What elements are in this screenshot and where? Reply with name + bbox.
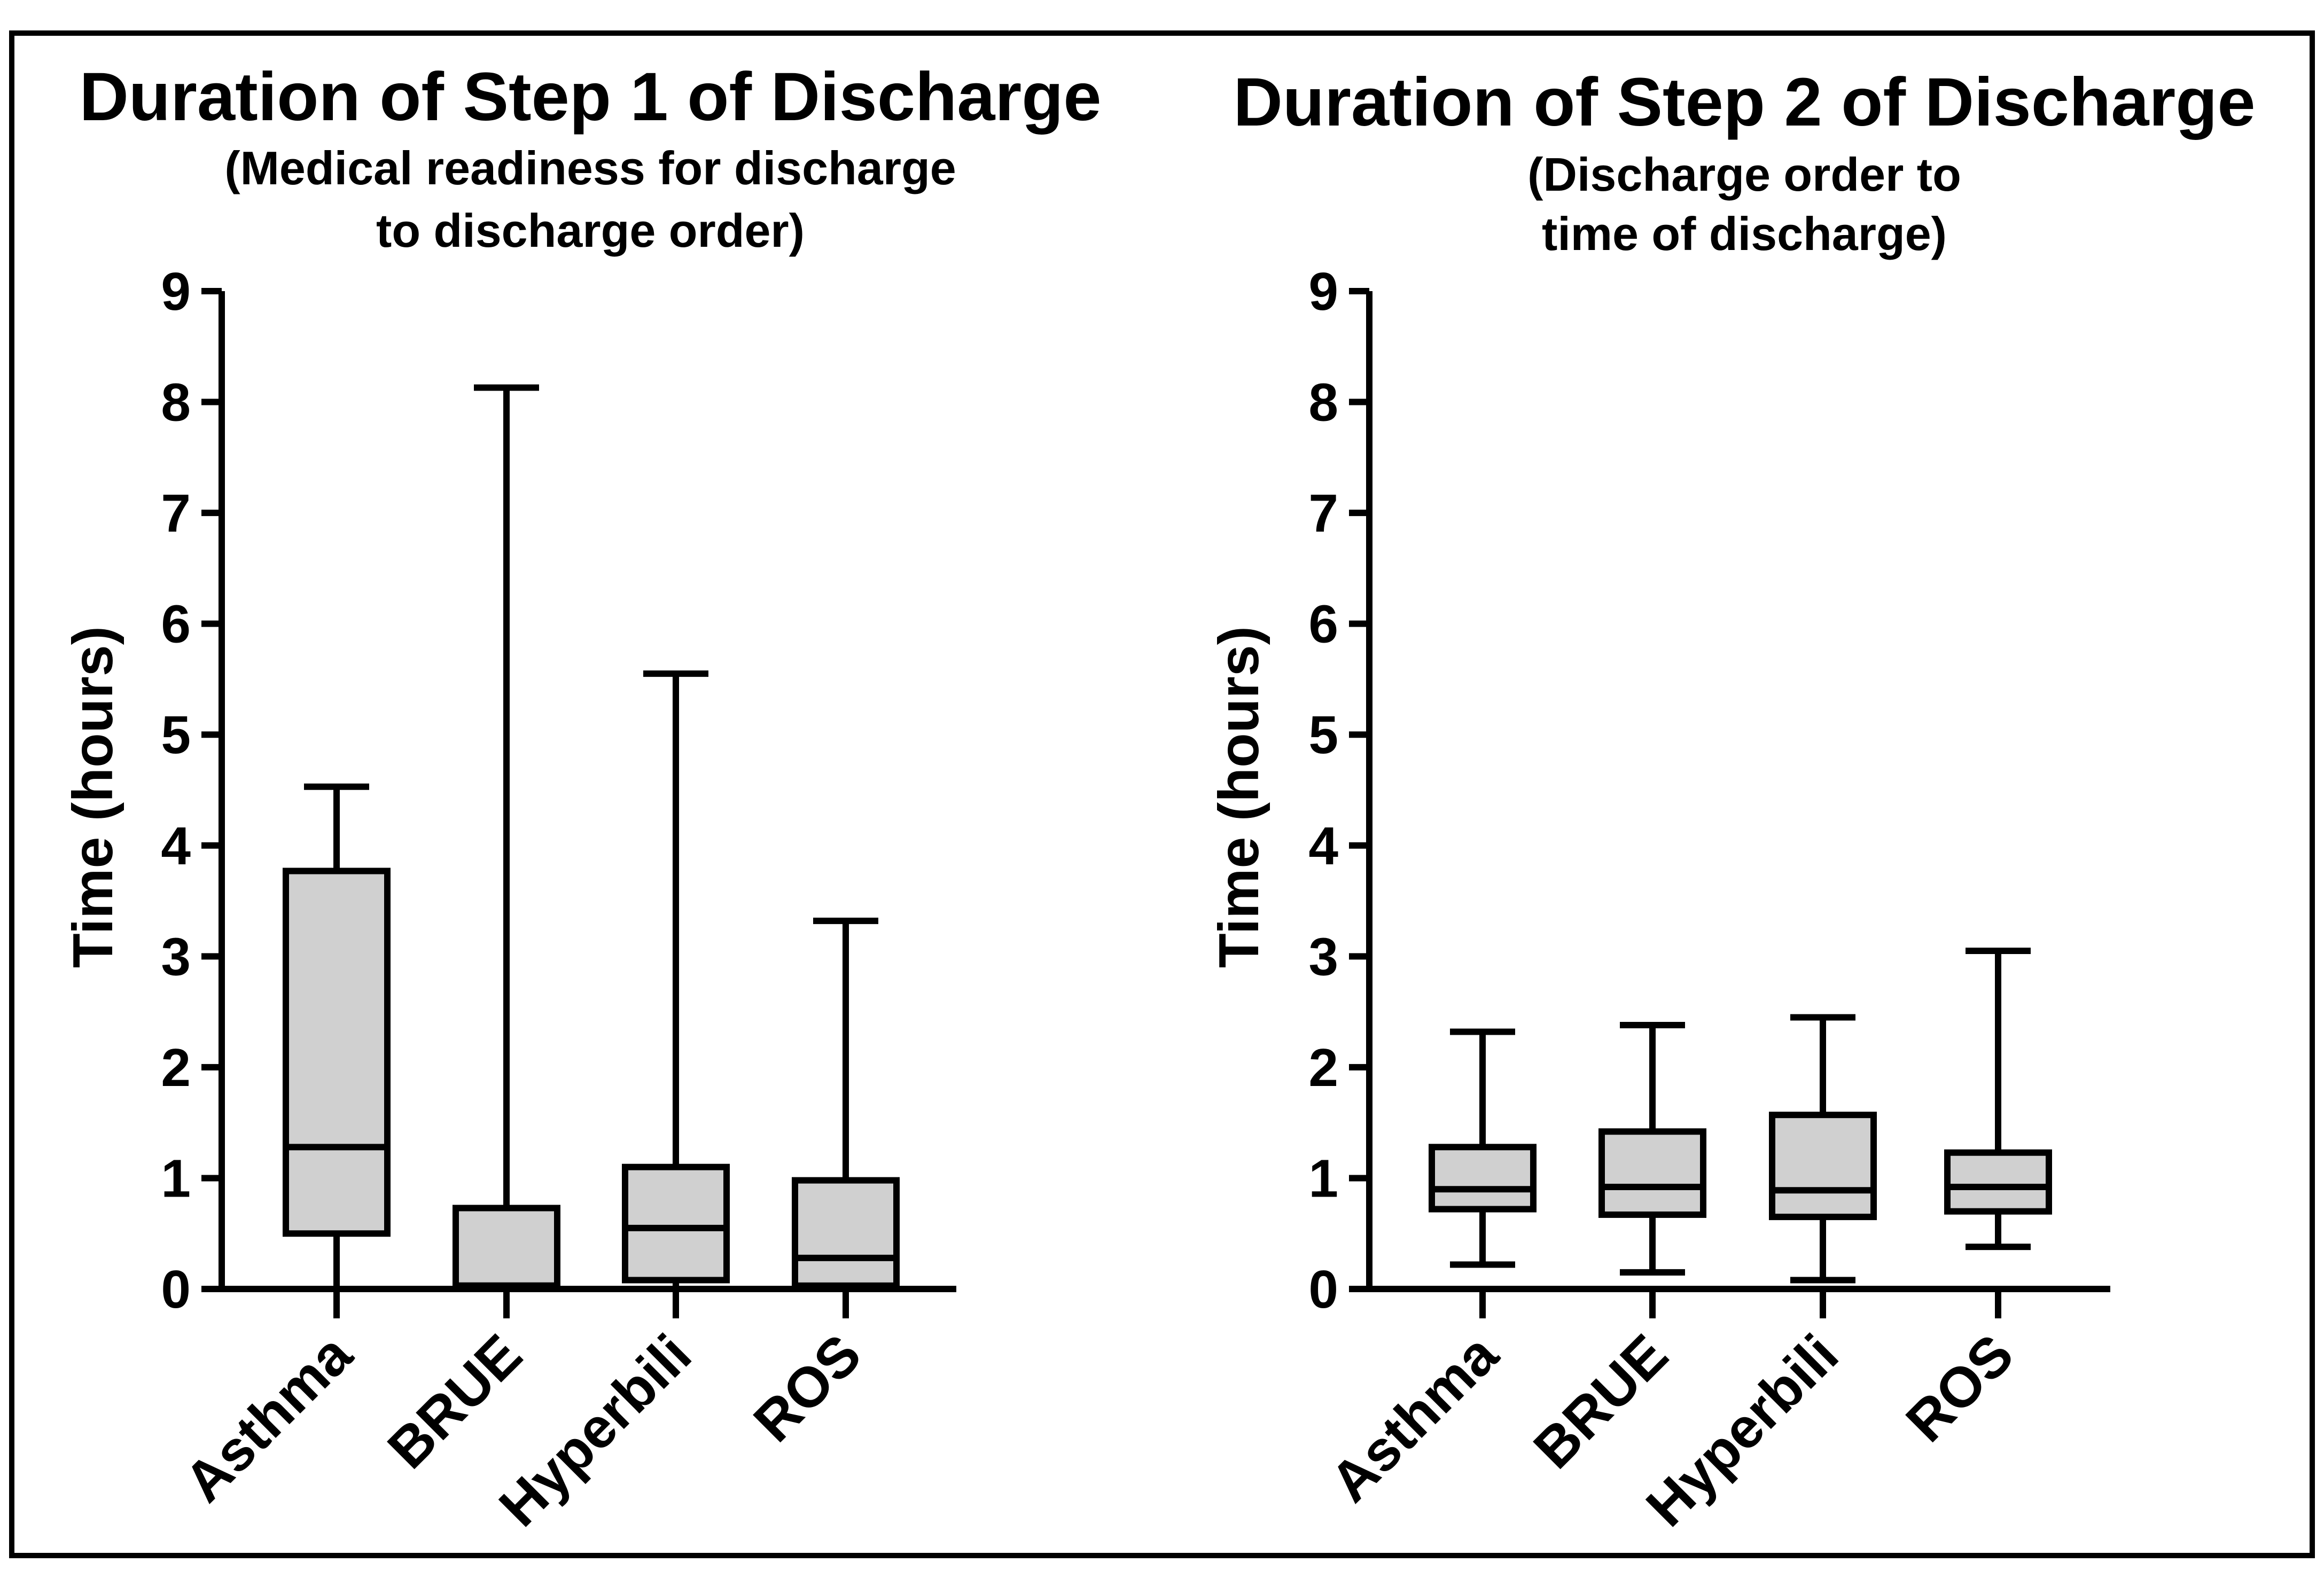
y-tick-label: 8 [1308, 373, 1338, 433]
box-hyperbili [622, 670, 730, 1289]
chart-subtitle-line-2: time of discharge) [1542, 207, 1947, 260]
y-tick-label: 3 [161, 927, 191, 987]
y-tick-label: 6 [1308, 595, 1338, 654]
y-tick-label: 7 [161, 483, 191, 543]
y-tick-label: 1 [1308, 1148, 1338, 1208]
iqr-box [1944, 1149, 2052, 1215]
chart-title: Duration of Step 1 of Discharge [79, 59, 1101, 135]
y-tick-label: 8 [161, 373, 191, 433]
y-axis-label: Time (hours) [61, 626, 124, 968]
iqr-box [283, 868, 391, 1237]
y-tick-label: 4 [161, 816, 191, 876]
y-tick-label: 5 [161, 705, 191, 765]
y-tick-label: 0 [1308, 1260, 1338, 1319]
y-tick-label: 2 [161, 1038, 191, 1098]
box-asthma [1429, 1028, 1537, 1268]
iqr-box [622, 1163, 730, 1284]
box-ros [1944, 947, 2052, 1251]
y-tick-label: 3 [1308, 927, 1338, 987]
iqr-box [453, 1205, 560, 1289]
box-asthma [283, 783, 391, 1289]
chart-subtitle-line-1: (Medical readiness for discharge [224, 142, 956, 194]
box-ros [792, 917, 900, 1289]
y-tick-label: 2 [1308, 1038, 1338, 1098]
chart-subtitle-line-1: (Discharge order to [1527, 148, 1961, 201]
box-hyperbili [1769, 1014, 1877, 1284]
figure-frame [9, 30, 2315, 1558]
y-tick-label: 7 [1308, 483, 1338, 543]
y-tick-label: 5 [1308, 705, 1338, 765]
y-axis-label: Time (hours) [1207, 626, 1270, 968]
y-tick-label: 9 [161, 262, 191, 322]
y-tick-label: 9 [1308, 262, 1338, 322]
y-tick-label: 6 [161, 595, 191, 654]
chart-subtitle-line-2: to discharge order) [376, 204, 805, 257]
y-tick-label: 0 [161, 1260, 191, 1319]
iqr-box [1769, 1112, 1877, 1221]
y-tick-label: 1 [161, 1148, 191, 1208]
box-brue [1598, 1022, 1706, 1276]
y-tick-label: 4 [1308, 816, 1338, 876]
chart-title: Duration of Step 2 of Discharge [1233, 64, 2255, 140]
iqr-box [1429, 1144, 1537, 1213]
iqr-box [792, 1177, 900, 1289]
iqr-box [1598, 1128, 1706, 1218]
